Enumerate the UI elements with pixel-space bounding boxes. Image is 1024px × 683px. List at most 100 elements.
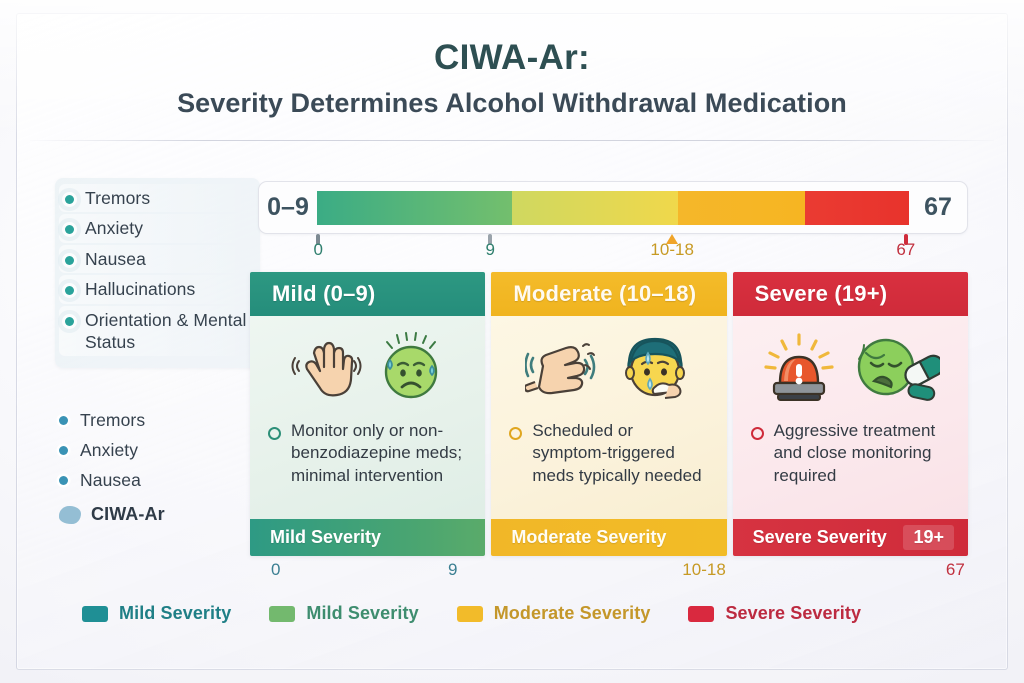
scale-right-value: 67 [924, 193, 952, 221]
card-header-mild: Mild (0–9) [250, 272, 486, 316]
card-header-moderate: Moderate (10–18) [491, 272, 727, 316]
symptom-item-secondary[interactable]: Nausea [59, 470, 254, 491]
bullet-dot-icon [59, 476, 68, 485]
card-bullet-text: Scheduled or symptom-triggered meds typi… [532, 421, 702, 485]
bullet-dot-icon [268, 427, 281, 440]
card-illustration-mild [250, 316, 485, 414]
bullet-dot-icon [509, 427, 523, 440]
scale-segment-mild [317, 190, 513, 225]
symptom-label: Anxiety [85, 218, 144, 239]
severity-card-moderate[interactable]: Moderate (10–18) Scheduled or symptom-tr… [491, 272, 727, 556]
symptom-item[interactable]: Hallucinations [59, 275, 252, 304]
card-bullet-text: Monitor only or non-benzodiazepine meds;… [291, 421, 463, 485]
scale-tick-labels: 0 9 10-18 67 [258, 240, 966, 266]
symptom-item-secondary[interactable]: Tremors [59, 410, 254, 431]
legend-swatch [456, 605, 483, 622]
scale-tick-label: 0 [313, 240, 323, 259]
severity-card-severe[interactable]: Severe (19+) Aggressive treatment and cl… [732, 272, 968, 556]
title-block: CIWA-Ar: Severity Determines Alcohol Wit… [0, 38, 1024, 120]
scale-tick-marker [903, 234, 908, 245]
scale-segment-severe [805, 190, 909, 225]
card-body-mild: Monitor only or non-benzodiazepine meds;… [250, 316, 486, 519]
alert-siren-icon [760, 331, 838, 405]
legend-label: Severe Severity [725, 603, 862, 623]
legend-label: Mild Severity [119, 603, 232, 623]
symptom-label: Tremors [80, 410, 146, 430]
legend-item[interactable]: Mild Severity [82, 603, 231, 624]
card-footer-moderate: Moderate Severity [491, 519, 727, 556]
brand-row: CIWA-Ar [59, 504, 254, 525]
bottom-tick-label: 10-18 [682, 560, 726, 579]
symptom-label: Hallucinations [85, 279, 196, 300]
scale-tick-markers [258, 234, 966, 245]
card-footer-mild: Mild Severity [250, 519, 486, 556]
legend-swatch [82, 605, 108, 622]
symptom-label: Nausea [85, 248, 146, 269]
severity-cards: Mild (0–9) Monitor only or non-benzodiaz… [250, 272, 968, 556]
bottom-tick-label: 67 [945, 560, 965, 579]
card-footer-severe: Severe Severity 19+ [732, 519, 968, 556]
shaking-fist-icon [524, 332, 605, 404]
legend-item[interactable]: Moderate Severity [456, 603, 651, 624]
bottom-tick-label: 0 [270, 560, 281, 579]
page-title: CIWA-Ar: [434, 38, 590, 77]
legend-item[interactable]: Severe Severity [688, 603, 861, 624]
card-footer-label: Mild Severity [270, 527, 382, 547]
symptom-label: Nausea [80, 470, 141, 490]
bullet-dot-icon [59, 446, 68, 455]
bullet-dot-icon [750, 427, 764, 440]
page-subtitle: Severity Determines Alcohol Withdrawal M… [177, 88, 847, 119]
symptom-label: Tremors [85, 188, 151, 208]
queasy-green-face-icon [376, 332, 446, 404]
card-bullet-row-moderate: Scheduled or symptom-triggered meds typi… [491, 414, 726, 487]
bottom-tick-labels: 0 9 10-18 67 [258, 560, 966, 586]
card-body-moderate: Scheduled or symptom-triggered meds typi… [491, 316, 727, 519]
scale-tick-marker [488, 234, 493, 245]
symptom-label: Orientation & Mental Status [85, 309, 247, 352]
severity-card-mild[interactable]: Mild (0–9) Monitor only or non-benzodiaz… [250, 272, 486, 556]
scale-tick-label: 67 [896, 240, 916, 259]
bullet-dot-icon [65, 316, 74, 326]
card-header-severe: Severe (19+) [732, 272, 968, 316]
brand-label: CIWA-Ar [91, 504, 165, 524]
card-body-severe: Aggressive treatment and close monitorin… [732, 316, 968, 519]
legend-swatch [688, 605, 715, 622]
bullet-dot-icon [59, 416, 68, 425]
card-bullet-row-severe: Aggressive treatment and close monitorin… [733, 414, 968, 487]
card-bullet-text: Aggressive treatment and close monitorin… [773, 421, 936, 485]
scale-tick-label: 9 [485, 240, 495, 259]
symptom-item[interactable]: Tremors [59, 184, 252, 213]
scale-gradient-track [317, 190, 909, 225]
symptom-item[interactable]: Nausea [59, 244, 252, 274]
symptom-item[interactable]: Anxiety [59, 214, 252, 243]
scale-tick-marker-triangle [666, 234, 679, 244]
bullet-dot-icon [65, 225, 74, 235]
card-footer-label: Severe Severity [752, 527, 887, 547]
scale-segment-moderate [678, 190, 806, 225]
legend-swatch [269, 605, 296, 622]
severity-scale-bar: 0–9 67 [258, 181, 968, 234]
scale-tick-marker [316, 234, 321, 245]
symptom-panel: Tremors Anxiety Nausea Hallucinations Orient… [55, 178, 260, 369]
bottom-tick-label: 9 [447, 560, 458, 579]
title-divider [30, 140, 994, 141]
sweating-anxious-face-icon [617, 331, 693, 405]
legend-item[interactable]: Mild Severity [269, 603, 419, 624]
scale-left-value: 0–9 [267, 193, 309, 221]
brand-blob-icon [59, 505, 81, 524]
legend: Mild Severity Mild Severity Moderate Sever… [82, 603, 942, 624]
scale-segment-midrange [512, 190, 679, 225]
scale-tick-label: 10-18 [650, 240, 694, 259]
symptom-item[interactable]: Orientation & Mental Status [59, 305, 252, 357]
symptom-list-secondary: Tremors Anxiety Nausea CIWA-Ar [59, 410, 254, 534]
card-illustration-severe [733, 316, 968, 414]
legend-label: Mild Severity [306, 603, 419, 623]
shaking-hand-icon [290, 331, 364, 405]
symptom-item-secondary[interactable]: Anxiety [59, 440, 254, 461]
symptom-label: Anxiety [80, 440, 139, 460]
bullet-dot-icon [65, 195, 74, 204]
sick-face-with-pill-icon [850, 331, 941, 405]
card-bullet-row-mild: Monitor only or non-benzodiazepine meds;… [250, 414, 485, 487]
bullet-dot-icon [65, 286, 74, 296]
